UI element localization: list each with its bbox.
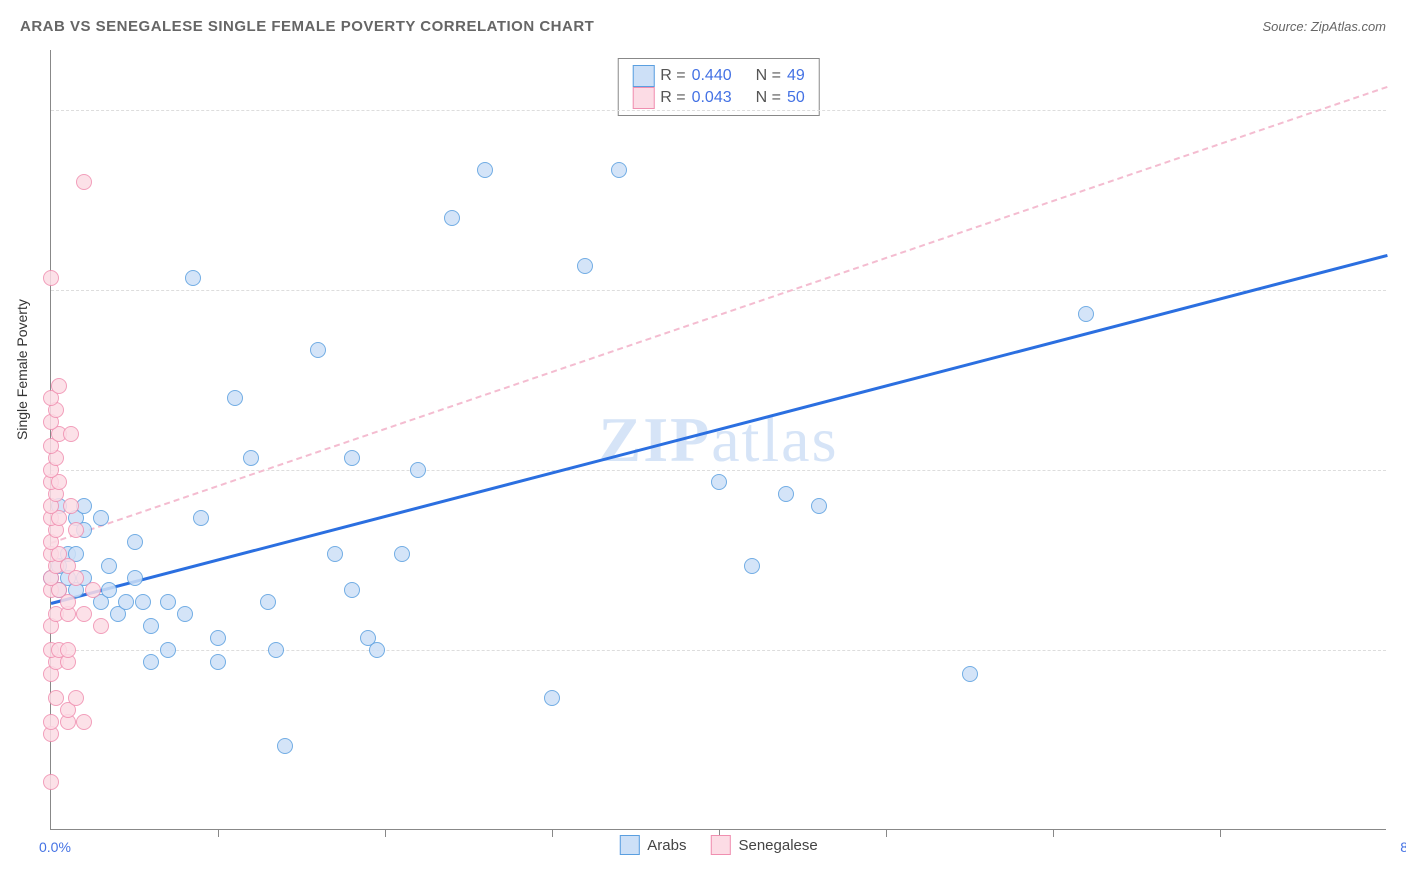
legend-N-value: 49 [787,67,805,85]
scatter-point [127,534,143,550]
scatter-point [101,558,117,574]
scatter-point [68,522,84,538]
scatter-point [344,450,360,466]
scatter-point [327,546,343,562]
scatter-point [544,690,560,706]
scatter-point [76,606,92,622]
scatter-point [210,630,226,646]
bottom-legend: Arabs Senegalese [619,835,817,855]
scatter-point [143,654,159,670]
scatter-point [68,690,84,706]
scatter-point [60,642,76,658]
xtick-mark [218,829,219,837]
scatter-point [310,342,326,358]
scatter-point [811,498,827,514]
x-max-label: 80.0% [1400,839,1406,855]
watermark: ZIPatlas [599,403,839,477]
scatter-point [127,570,143,586]
scatter-point [1078,306,1094,322]
scatter-point [93,618,109,634]
scatter-point [410,462,426,478]
xtick-mark [886,829,887,837]
xtick-mark [1220,829,1221,837]
scatter-point [577,258,593,274]
scatter-point [268,642,284,658]
scatter-point [778,486,794,502]
scatter-point [193,510,209,526]
scatter-point [477,162,493,178]
plot-area: ZIPatlas R = 0.440N = 49R = 0.043N = 50 … [50,50,1386,830]
legend-series-label: Arabs [647,837,686,854]
scatter-point [185,270,201,286]
gridline-h [51,290,1386,291]
scatter-point [135,594,151,610]
scatter-point [369,642,385,658]
gridline-h [51,110,1386,111]
scatter-point [177,606,193,622]
chart-container: ARAB VS SENEGALESE SINGLE FEMALE POVERTY… [0,0,1406,892]
legend-series-label: Senegalese [738,837,817,854]
title-row: ARAB VS SENEGALESE SINGLE FEMALE POVERTY… [20,18,1386,35]
scatter-point [394,546,410,562]
legend-R-label: R = [660,67,685,85]
scatter-point [51,378,67,394]
scatter-point [60,594,76,610]
xtick-mark [385,829,386,837]
legend-color-swatch [710,835,730,855]
legend-N-label: N = [756,89,781,107]
legend-swatch [632,87,654,109]
legend-R-value: 0.043 [692,89,732,107]
scatter-point [43,270,59,286]
bottom-legend-item: Senegalese [710,835,817,855]
scatter-point [611,162,627,178]
legend-R-label: R = [660,89,685,107]
scatter-point [85,582,101,598]
xtick-mark [1053,829,1054,837]
scatter-point [344,582,360,598]
scatter-point [101,582,117,598]
source-text: Source: ZipAtlas.com [1262,19,1386,34]
legend-N-value: 50 [787,89,805,107]
scatter-point [962,666,978,682]
x-min-label: 0.0% [39,839,71,855]
trend-line [51,254,1388,605]
scatter-point [43,774,59,790]
scatter-point [711,474,727,490]
scatter-point [160,594,176,610]
y-axis-label: Single Female Poverty [14,299,30,440]
plot-inner: ZIPatlas R = 0.440N = 49R = 0.043N = 50 … [51,50,1386,829]
watermark-prefix: ZIP [599,404,712,475]
scatter-point [76,174,92,190]
legend-N-label: N = [756,67,781,85]
gridline-h [51,650,1386,651]
chart-title: ARAB VS SENEGALESE SINGLE FEMALE POVERTY… [20,18,594,35]
scatter-point [63,426,79,442]
scatter-point [160,642,176,658]
scatter-point [444,210,460,226]
scatter-point [63,498,79,514]
legend-color-swatch [619,835,639,855]
scatter-point [744,558,760,574]
scatter-point [118,594,134,610]
scatter-point [76,714,92,730]
bottom-legend-item: Arabs [619,835,686,855]
legend-R-value: 0.440 [692,67,732,85]
scatter-point [243,450,259,466]
scatter-point [43,714,59,730]
scatter-point [277,738,293,754]
legend-row: R = 0.440 N = 49 [632,65,805,87]
scatter-point [93,510,109,526]
scatter-point [210,654,226,670]
scatter-point [260,594,276,610]
xtick-mark [552,829,553,837]
scatter-point [68,570,84,586]
legend-swatch [632,65,654,87]
scatter-point [227,390,243,406]
legend-row: R = 0.043 N = 50 [632,87,805,109]
scatter-point [143,618,159,634]
legend-box: R = 0.440 N = 49 R = 0.043 N = 50 [617,58,820,116]
gridline-h [51,470,1386,471]
